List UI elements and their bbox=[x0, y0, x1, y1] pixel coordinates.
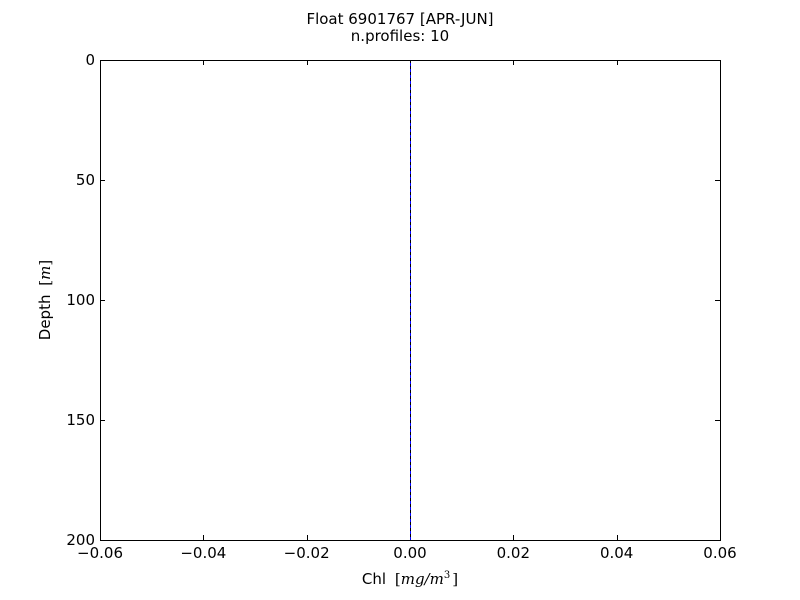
x-axis-label-close-bracket: ] bbox=[452, 570, 458, 588]
y-tick-labels: 0 50 100 150 200 bbox=[66, 51, 95, 549]
plot-frame bbox=[100, 60, 721, 541]
x-tick-label: 0.02 bbox=[497, 544, 530, 562]
y-axis-label: Depth [m] bbox=[36, 260, 54, 340]
x-axis-label: Chl [mg/m3] bbox=[362, 570, 458, 588]
x-tick-label: −0.06 bbox=[77, 544, 123, 562]
x-tick-labels: −0.06 −0.04 −0.02 0.00 0.02 0.04 0.06 bbox=[77, 544, 737, 562]
y-axis-label-close-bracket: ] bbox=[36, 260, 54, 266]
x-axis-label-open-bracket: [ bbox=[395, 570, 401, 588]
x-axis-label-name: Chl bbox=[362, 570, 386, 588]
x-axis-label-exponent: 3 bbox=[444, 570, 450, 581]
x-tick-label: −0.02 bbox=[284, 544, 330, 562]
x-axis-label-unit: mg/m bbox=[401, 570, 444, 588]
y-axis-label-name: Depth bbox=[36, 295, 54, 341]
chart-subtitle: n.profiles: 10 bbox=[351, 27, 449, 45]
y-tick-label: 200 bbox=[66, 531, 95, 549]
x-tick-label: 0.00 bbox=[393, 544, 426, 562]
y-axis-label-unit: m bbox=[36, 266, 54, 280]
y-tick-label: 0 bbox=[85, 51, 95, 69]
x-tick-label: 0.06 bbox=[703, 544, 736, 562]
y-tick-label: 150 bbox=[66, 411, 95, 429]
x-tick-label: 0.04 bbox=[600, 544, 633, 562]
chart-title: Float 6901767 [APR-JUN] bbox=[306, 10, 493, 28]
y-tick-label: 100 bbox=[66, 291, 95, 309]
y-axis-label-open-bracket: [ bbox=[36, 280, 54, 286]
x-tick-label: −0.04 bbox=[180, 544, 226, 562]
y-tick-label: 50 bbox=[76, 171, 95, 189]
